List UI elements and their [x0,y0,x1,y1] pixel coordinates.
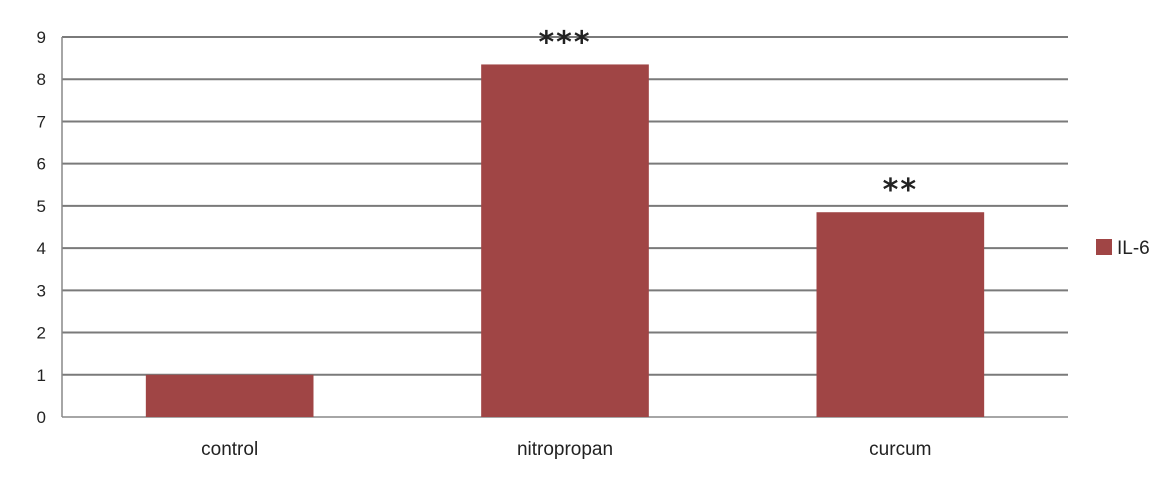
y-tick-label: 8 [37,70,46,89]
y-tick-label: 3 [37,281,46,300]
legend-swatch [1096,239,1112,255]
y-tick-label: 6 [37,155,46,174]
significance-marker: *** [538,25,591,60]
bars [145,64,985,417]
y-tick-label: 5 [37,197,46,216]
y-tick-label: 0 [37,408,46,427]
legend: IL-6 [1096,238,1150,259]
significance-annotations: ***** [538,25,918,208]
bar-nitropropan [481,64,649,417]
legend-label: IL-6 [1117,238,1150,259]
y-tick-label: 4 [37,239,46,258]
x-axis-category-labels: control nitropropan curcum [201,439,931,460]
y-tick-label: 1 [37,366,46,385]
bar-control [145,374,314,417]
x-category-label: curcum [869,439,931,460]
y-axis-tick-labels: 0 1 2 3 4 5 6 7 8 9 [37,28,46,427]
x-category-label: control [201,439,258,460]
x-category-label: nitropropan [517,439,613,460]
y-tick-label: 7 [37,112,46,131]
y-tick-label: 2 [37,324,46,343]
bar-curcum [816,212,985,417]
significance-marker: ** [883,173,918,208]
y-tick-label: 9 [37,28,46,47]
